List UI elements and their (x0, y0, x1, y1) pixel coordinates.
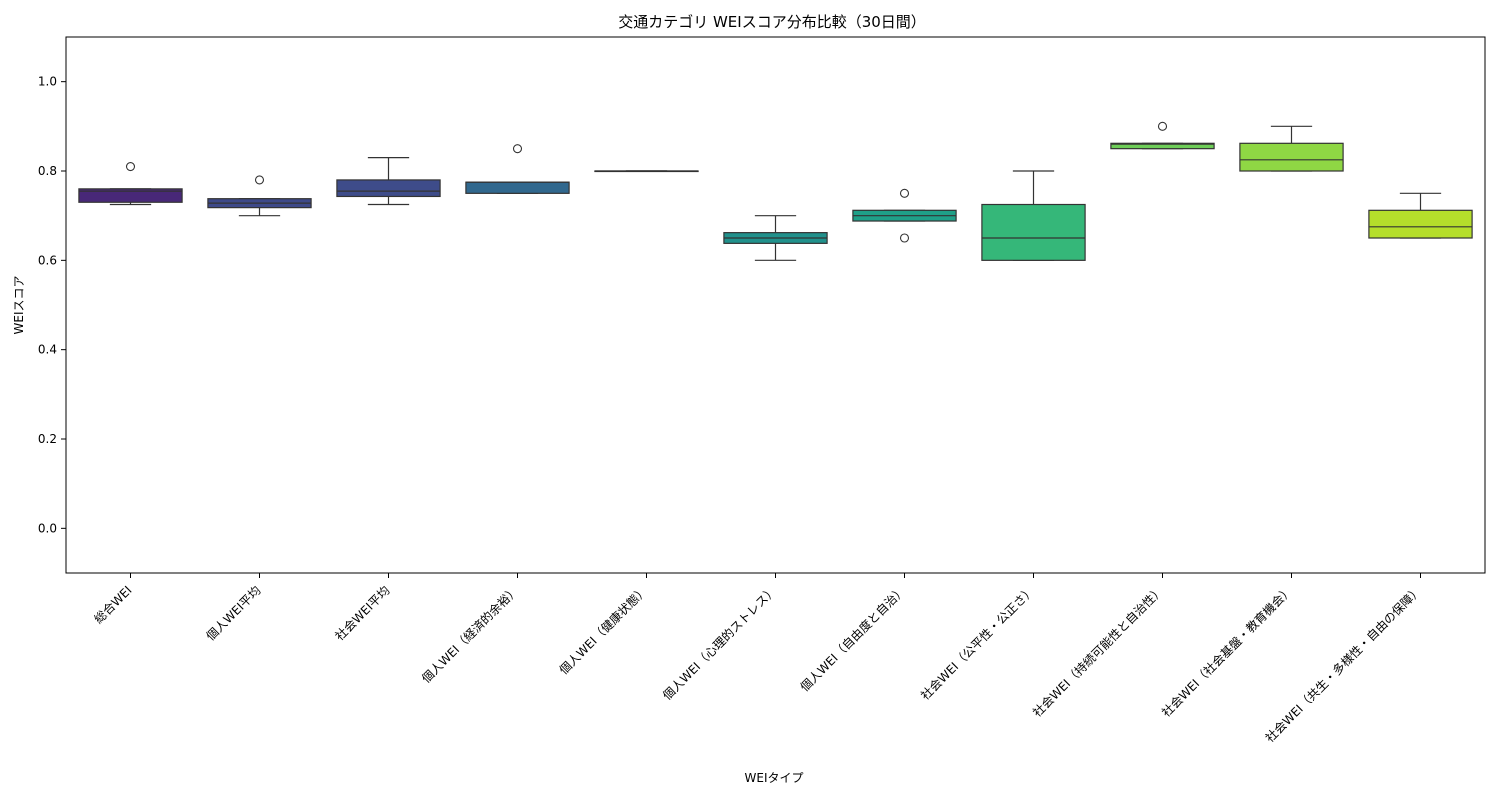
y-axis-label: WEIスコア (12, 276, 26, 335)
x-tick-label: 社会WEI（共生・多様性・自由の保障） (1262, 583, 1425, 746)
x-tick-label: 個人WEI（経済的余裕） (418, 583, 521, 686)
x-tick-label: 社会WEI（社会基盤・教育機会） (1158, 583, 1295, 720)
box-group (1368, 192, 1473, 239)
x-tick-label: 総合WEI (91, 583, 135, 627)
box-group (594, 170, 699, 173)
plot-area-frame (65, 36, 1486, 574)
box-group (465, 144, 570, 194)
box-iqr (1110, 142, 1215, 150)
box-group (981, 170, 1086, 261)
x-tick-label: 個人WEI平均 (204, 583, 264, 643)
box-iqr (981, 203, 1086, 261)
box-group (1110, 121, 1215, 150)
y-tick-label: 0.4 (38, 343, 57, 357)
x-tick-label: 社会WEI平均 (332, 583, 393, 644)
y-tick-label: 0.0 (38, 521, 57, 535)
box-group (852, 188, 957, 243)
outlier-point (1157, 121, 1168, 131)
x-tick-label: 個人WEI（自由度と自治） (797, 583, 909, 695)
outlier-point (899, 233, 910, 243)
x-axis-label: WEIタイプ (745, 771, 804, 785)
x-tick-label: 社会WEI（公平性・公正さ） (917, 583, 1037, 703)
box-iqr (1368, 209, 1473, 239)
outlier-point (899, 188, 910, 198)
box-iqr (1239, 142, 1344, 172)
chart-title: 交通カテゴリ WEIスコア分布比較（30日間） (618, 13, 926, 31)
box-group (207, 175, 312, 217)
y-tick-label: 0.2 (38, 432, 57, 446)
y-tick-label: 0.8 (38, 164, 57, 178)
outlier-point (125, 161, 136, 172)
y-tick-label: 1.0 (38, 75, 57, 89)
y-axis: 0.0 0.2 0.4 0.6 0.8 1.0 (38, 75, 66, 535)
x-axis: 総合WEI 個人WEI平均 社会WEI平均 個人WEI（経済的余裕） 個人WEI（健康状… (91, 573, 1425, 745)
box-group (1239, 125, 1344, 172)
box-iqr (336, 179, 441, 198)
box-group (78, 161, 183, 206)
x-tick-label: 社会WEI（持続可能性と自治性） (1029, 583, 1166, 720)
outlier-point (512, 144, 523, 154)
outlier-point (254, 175, 265, 185)
x-tick-label: 個人WEI（心理的ストレス） (659, 583, 779, 703)
x-tick-label: 個人WEI（健康状態） (556, 583, 651, 678)
box-series (78, 121, 1473, 261)
box-group (336, 157, 441, 206)
box-group (723, 215, 828, 261)
box-iqr (78, 188, 183, 203)
box-iqr (465, 181, 570, 194)
y-tick-label: 0.6 (38, 253, 57, 267)
